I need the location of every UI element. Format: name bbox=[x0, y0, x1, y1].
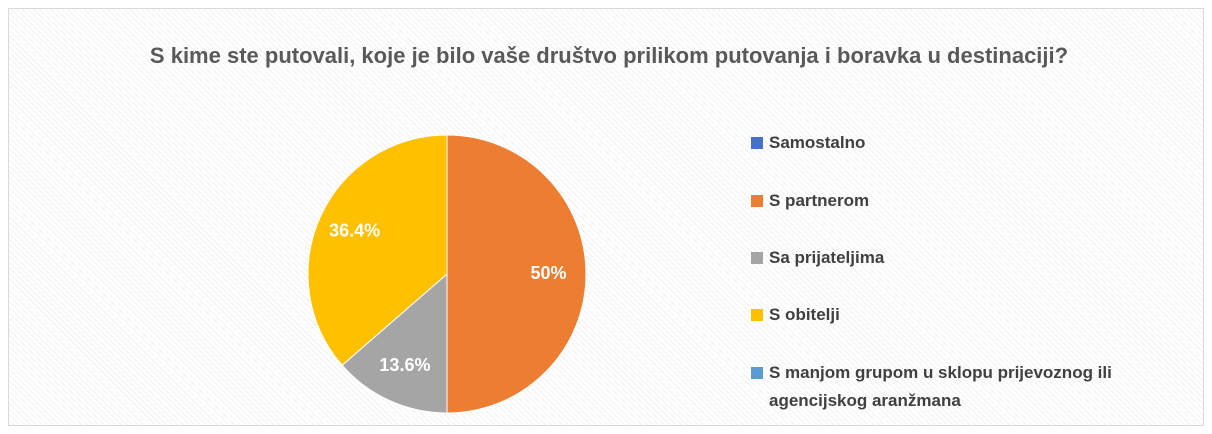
legend-label: S obitelji bbox=[769, 305, 840, 324]
legend-item: S obitelji bbox=[751, 301, 840, 329]
legend-item: S partnerom bbox=[751, 187, 869, 215]
data-label: 50% bbox=[530, 263, 566, 283]
pie-area: 50% 13.6% 36.4% bbox=[307, 134, 587, 414]
legend-label: S manjom grupom u sklopu prijevoznog ili… bbox=[769, 363, 1112, 410]
pie-slice bbox=[341, 272, 448, 414]
legend-item: Sa prijateljima bbox=[751, 244, 884, 272]
chart: 50% 13.6% 36.4% S kime ste putovali, koje … bbox=[8, 8, 1204, 426]
legend-swatch bbox=[751, 252, 763, 264]
legend-label: Sa prijateljima bbox=[769, 248, 885, 267]
legend-swatch bbox=[751, 309, 763, 321]
legend-item: Samostalno bbox=[751, 129, 865, 157]
legend-swatch bbox=[751, 137, 763, 149]
legend-label: Samostalno bbox=[769, 133, 866, 152]
data-label: 13.6% bbox=[379, 355, 430, 375]
data-label: 36.4% bbox=[329, 221, 380, 241]
legend-item: S manjom grupom u sklopu prijevoznog ili… bbox=[751, 359, 1201, 415]
pie-slice bbox=[446, 134, 587, 414]
pie-slice bbox=[307, 134, 448, 366]
legend-label: S partnerom bbox=[769, 191, 870, 210]
legend-swatch bbox=[751, 367, 763, 379]
chart-title: S kime ste putovali, koje je bilo vaše d… bbox=[149, 43, 1069, 68]
legend-swatch bbox=[751, 195, 763, 207]
